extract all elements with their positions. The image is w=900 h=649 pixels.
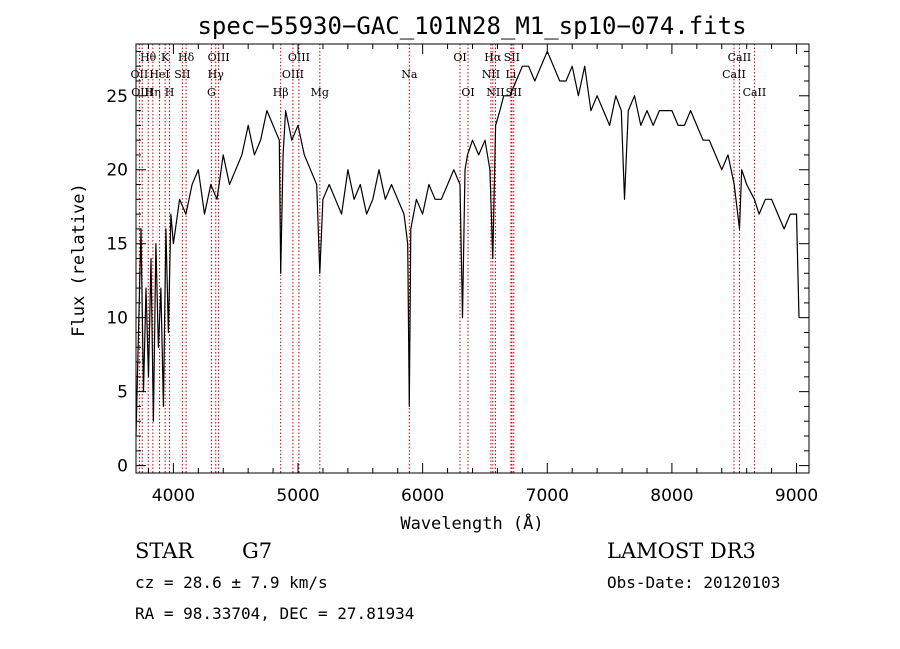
- redshift-text: cz = 28.6 ± 7.9 km/s: [135, 573, 328, 592]
- y-tick-label: 0: [117, 457, 128, 477]
- flux-line: [135, 50, 800, 437]
- line-marker-label: HeI: [149, 68, 169, 81]
- line-marker-label: Hα: [484, 51, 502, 64]
- line-marker-label: Hδ: [178, 51, 195, 64]
- x-tick-label: 6000: [401, 486, 444, 506]
- line-marker-label: NII: [486, 86, 504, 99]
- object-subclass: G7: [242, 539, 273, 563]
- y-tick-label: 5: [117, 383, 128, 403]
- obs-date: Obs-Date: 20120103: [607, 573, 781, 592]
- line-marker-label: NII: [482, 68, 500, 81]
- line-marker-label: H: [165, 86, 175, 99]
- x-tick-label: 5000: [276, 486, 319, 506]
- line-marker-label: Hη: [145, 86, 161, 99]
- x-tick-label: 4000: [152, 486, 195, 506]
- object-class: STAR: [135, 539, 194, 563]
- line-marker-label: Li: [505, 68, 516, 81]
- y-axis-label: Flux (relative): [69, 183, 89, 337]
- plot-frame: [135, 43, 810, 474]
- x-axis-label: Wavelength (Å): [400, 512, 543, 534]
- line-marker-label: OI: [461, 86, 474, 99]
- x-tick-label: 8000: [650, 486, 693, 506]
- line-marker-label: OII: [131, 68, 149, 81]
- survey-name: LAMOST DR3: [607, 539, 756, 563]
- y-tick-label: 15: [106, 235, 128, 255]
- line-marker-label: SII: [504, 51, 520, 64]
- coordinates: RA = 98.33704, DEC = 27.81934: [135, 604, 415, 623]
- x-tick-label: 9000: [775, 486, 818, 506]
- line-marker-label: Na: [401, 68, 418, 81]
- line-marker-label: Hθ: [140, 51, 157, 64]
- chart-title: spec−55930−GAC_101N28_M1_sp10−074.fits: [197, 12, 746, 40]
- y-tick-label: 25: [106, 87, 128, 107]
- line-marker-label: OIII: [282, 68, 304, 81]
- axes: 4000 5000 6000 7000 8000 9000 0 5 10 15 20 25: [106, 43, 818, 506]
- line-marker-label: Hβ: [273, 86, 289, 99]
- line-marker-label: OIII: [288, 51, 310, 64]
- flux-series: [135, 50, 800, 437]
- line-marker-label: OI: [453, 51, 466, 64]
- line-marker-label: Hγ: [208, 68, 225, 81]
- x-tick-label: 7000: [526, 486, 569, 506]
- line-marker-label: CaII: [722, 68, 746, 81]
- line-marker-label: CaII: [743, 86, 767, 99]
- line-marker-label: SII: [174, 68, 190, 81]
- line-marker-label: CaII: [728, 51, 752, 64]
- line-marker-label: OIII: [208, 51, 230, 64]
- line-marker-label: G: [207, 86, 216, 99]
- line-marker-label: Mg: [311, 86, 329, 99]
- y-tick-label: 10: [106, 309, 128, 329]
- line-marker-label: K: [161, 51, 170, 64]
- y-tick-label: 20: [106, 161, 128, 181]
